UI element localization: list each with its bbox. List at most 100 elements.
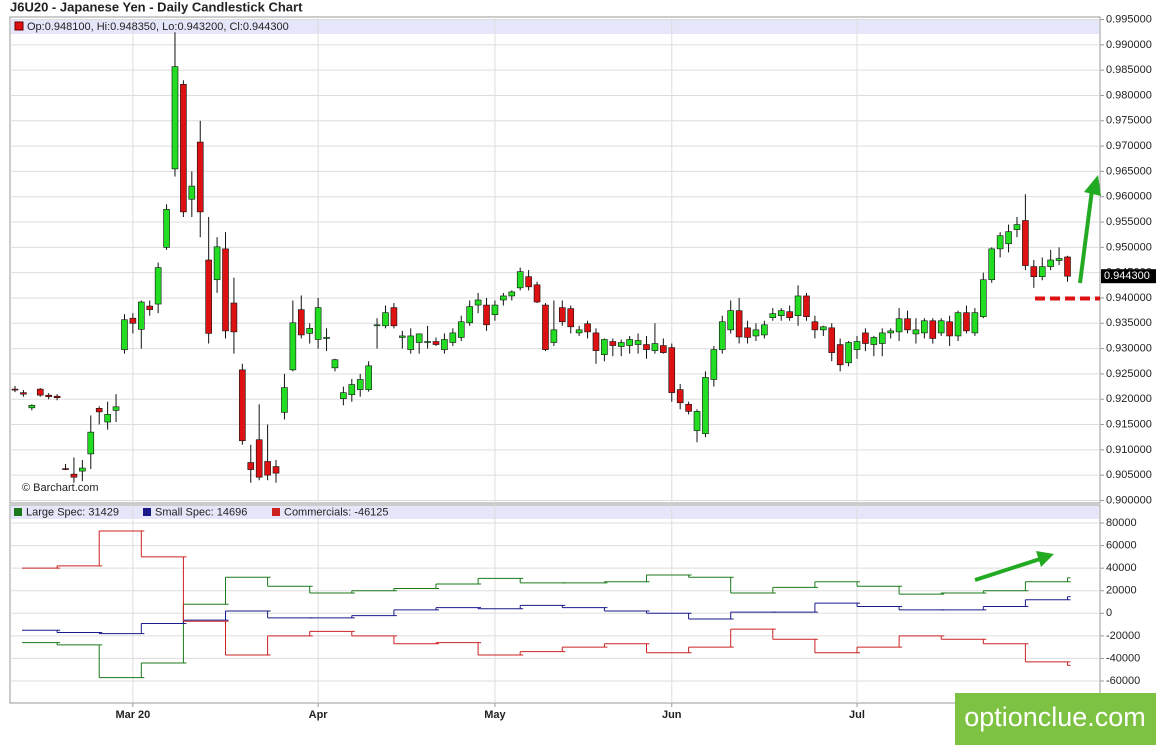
candle-body (104, 414, 111, 423)
last-price-label: 0.944300 (1104, 270, 1150, 282)
candle-body (870, 337, 878, 345)
candle-body (828, 327, 836, 353)
candle-body (820, 326, 827, 331)
y-tick-label: 0.915000 (1106, 418, 1152, 430)
candle-body (121, 319, 128, 350)
candle-body (963, 312, 970, 332)
y-tick-label: -60000 (1106, 675, 1140, 687)
watermark: © Barchart.com (22, 482, 99, 494)
price-panel (9, 16, 1101, 504)
candle-body (188, 185, 196, 200)
candle-body (542, 304, 549, 350)
y-tick-label: 0.960000 (1106, 191, 1152, 203)
candle-body (213, 246, 221, 281)
candle-body (971, 312, 979, 334)
candle-body (575, 329, 583, 334)
candle-body (424, 341, 431, 343)
candle-body (272, 466, 280, 474)
x-tick-label: Mar 20 (115, 709, 150, 721)
candle-body (836, 344, 844, 366)
candle-body (87, 431, 95, 455)
candle-body (28, 404, 36, 409)
logo: optionclue.com (964, 702, 1146, 732)
candle-body (516, 271, 524, 289)
legend-swatch (143, 508, 151, 516)
legend-swatch (14, 508, 22, 516)
candle-body (20, 392, 27, 395)
candle-body (79, 467, 86, 472)
candle-body (382, 312, 389, 327)
candle-body (331, 359, 339, 369)
candle-body (921, 320, 928, 334)
candle-body (306, 328, 314, 334)
candle-body (643, 344, 650, 350)
candle-body (558, 307, 566, 323)
candle-body (777, 310, 785, 316)
legend-swatch (272, 508, 280, 516)
candle-body (769, 313, 777, 319)
last-price-box (1101, 269, 1156, 284)
legend-label: Commercials: -46125 (284, 506, 389, 518)
candle-body (1038, 266, 1046, 278)
candle-body (718, 321, 726, 350)
candle-body (1055, 258, 1063, 261)
candle-body (895, 318, 903, 333)
candle-body (803, 295, 810, 318)
candle-body (979, 279, 987, 317)
candle-body (1047, 259, 1054, 267)
price-legend-band (11, 19, 1099, 34)
candle-body (407, 335, 415, 350)
candle-body (323, 337, 330, 339)
candle-body (264, 461, 271, 476)
candle-body (878, 332, 886, 344)
candle-body (53, 395, 61, 398)
candle-body (129, 317, 137, 324)
candle-body (626, 339, 633, 346)
candle-body (508, 291, 516, 297)
y-tick-label: 0.990000 (1106, 39, 1152, 51)
y-tick-label: -40000 (1106, 652, 1140, 664)
candle-body (845, 342, 852, 364)
legend-label: Large Spec: 31429 (26, 506, 119, 518)
candle-body (432, 341, 440, 345)
candle-body (180, 84, 187, 213)
candle-body (853, 341, 861, 350)
candle-body (929, 320, 937, 339)
candle-body (171, 66, 179, 170)
x-tick-label: Jul (849, 709, 865, 721)
candle-body (533, 284, 541, 303)
y-tick-label: 20000 (1106, 585, 1137, 597)
candle-body (904, 318, 911, 331)
candle-body (954, 312, 962, 337)
candle-body (138, 301, 145, 330)
y-tick-label: 0.905000 (1106, 469, 1152, 481)
candle-body (525, 276, 532, 288)
y-tick-label: 0.950000 (1106, 241, 1152, 253)
arrow-head (1036, 551, 1054, 567)
candle-body (154, 267, 162, 305)
y-tick-label: 0.910000 (1106, 444, 1152, 456)
candle-body (483, 304, 490, 326)
y-tick-label: 0.975000 (1106, 115, 1152, 127)
y-tick-label: 0.900000 (1106, 494, 1152, 506)
y-tick-label: 0.970000 (1106, 140, 1152, 152)
candle-body (786, 311, 793, 319)
y-tick-label: 0.940000 (1106, 292, 1152, 304)
candle-body (744, 327, 751, 338)
candle-body (390, 307, 398, 327)
x-tick-label: Jun (662, 709, 682, 721)
candle-body (617, 342, 625, 347)
candle-body (887, 330, 894, 334)
candle-body (45, 394, 52, 397)
candle-body (727, 310, 735, 331)
candle-body (399, 335, 406, 338)
candle-body (449, 332, 457, 343)
candle-body (222, 248, 229, 332)
candle-body (297, 309, 305, 336)
arrow-shaft (1078, 189, 1094, 284)
ohlc-info: Op:0.948100, Hi:0.948350, Lo:0.943200, C… (27, 21, 289, 33)
candle-body (668, 347, 676, 393)
y-tick-label: 0.985000 (1106, 64, 1152, 76)
candle-body (702, 377, 709, 434)
